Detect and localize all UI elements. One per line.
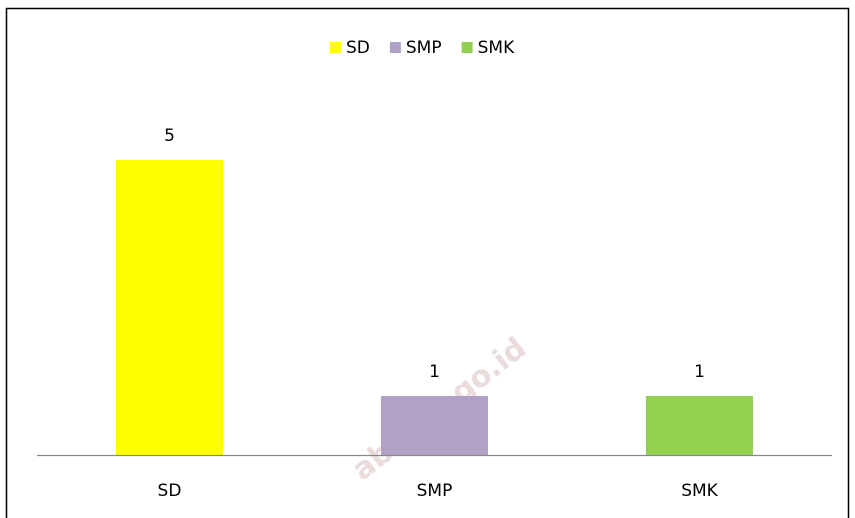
legend-label: SMP (406, 38, 442, 58)
data-label: 1 (429, 362, 440, 382)
legend-label: SD (346, 38, 370, 58)
x-tick-label: SMP (417, 481, 453, 501)
x-tick-label: SMK (681, 481, 718, 501)
data-label: 1 (694, 362, 705, 382)
legend-swatch (461, 42, 473, 53)
x-tick-label: SD (158, 481, 182, 501)
data-label: 5 (164, 126, 175, 146)
chart-frame (5, 7, 850, 518)
legend-swatch (330, 42, 341, 53)
bar (646, 396, 753, 455)
bar (116, 160, 223, 455)
bar (381, 396, 488, 455)
legend-label: SMK (478, 38, 515, 58)
legend-swatch (389, 42, 401, 53)
